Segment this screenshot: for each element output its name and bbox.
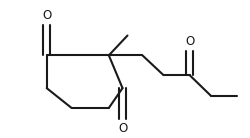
Text: O: O [118,122,127,135]
Text: O: O [185,35,194,48]
Text: O: O [42,9,51,22]
